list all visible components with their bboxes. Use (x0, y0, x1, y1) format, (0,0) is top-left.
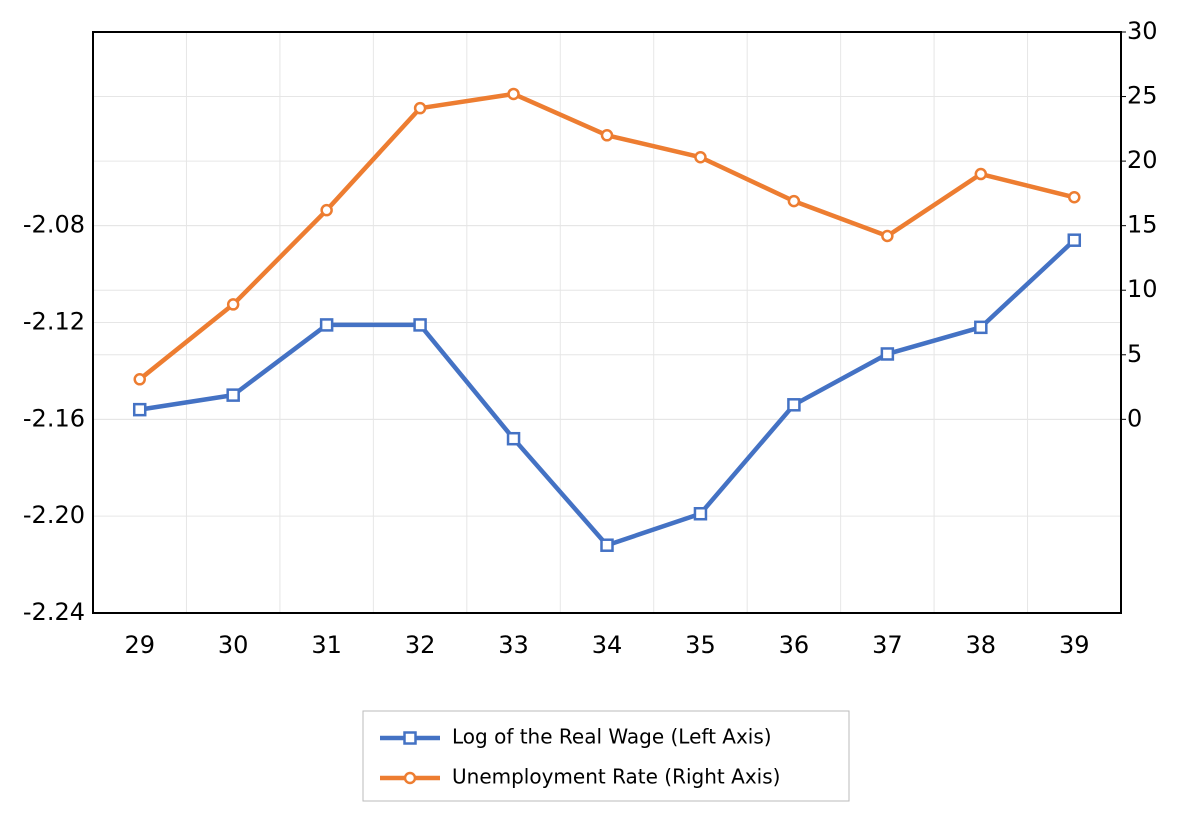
y-tick-label: -2.08 (23, 211, 85, 239)
x-tick-label: 37 (872, 631, 903, 659)
y-tick-label: -2.16 (23, 404, 85, 432)
marker (974, 320, 988, 335)
marker (693, 506, 708, 521)
y-tick-label: -2.20 (23, 501, 85, 529)
x-tick-label: 30 (218, 631, 249, 659)
marker (1067, 233, 1082, 247)
plot-frame (92, 31, 1122, 614)
y2-tick-label: 15 (1127, 211, 1158, 239)
x-tick-label: 38 (966, 631, 997, 659)
y-tick-label: -2.12 (23, 308, 85, 336)
marker (132, 402, 147, 417)
marker (403, 731, 417, 745)
legend-label: Unemployment Rate (Right Axis) (452, 765, 780, 789)
y2-tick-label: 5 (1127, 340, 1142, 368)
x-tick-label: 31 (311, 631, 342, 659)
marker (787, 194, 801, 208)
marker (974, 167, 988, 181)
marker (507, 87, 520, 101)
legend (362, 710, 850, 802)
y2-tick-label: 25 (1127, 82, 1158, 110)
marker (506, 431, 521, 446)
legend-label: Log of the Real Wage (Left Axis) (452, 725, 772, 749)
marker (226, 298, 240, 311)
y2-tick-label: 0 (1127, 404, 1142, 432)
marker (694, 150, 707, 164)
x-tick-label: 32 (405, 631, 436, 659)
marker (880, 347, 895, 361)
marker (413, 318, 427, 332)
marker (413, 101, 427, 115)
y2-tick-label: 20 (1127, 146, 1158, 174)
marker (226, 388, 240, 402)
y-tick-label: -2.24 (23, 598, 85, 626)
x-tick-label: 35 (685, 631, 716, 659)
marker (133, 373, 146, 386)
x-tick-label: 29 (124, 631, 155, 659)
grid (93, 31, 1121, 614)
x-tick-label: 36 (779, 631, 810, 659)
marker (320, 203, 333, 217)
y2-tick-label: 30 (1127, 17, 1158, 45)
x-tick-label: 39 (1059, 631, 1090, 659)
marker (600, 538, 614, 552)
marker (787, 398, 801, 412)
marker (600, 129, 614, 142)
x-tick-label: 34 (592, 631, 623, 659)
marker (1068, 191, 1081, 204)
marker (319, 318, 334, 332)
x-tick-label: 33 (498, 631, 529, 659)
marker (881, 229, 894, 243)
marker (403, 771, 417, 785)
plot (132, 87, 1082, 552)
y2-tick-label: 10 (1127, 275, 1158, 303)
